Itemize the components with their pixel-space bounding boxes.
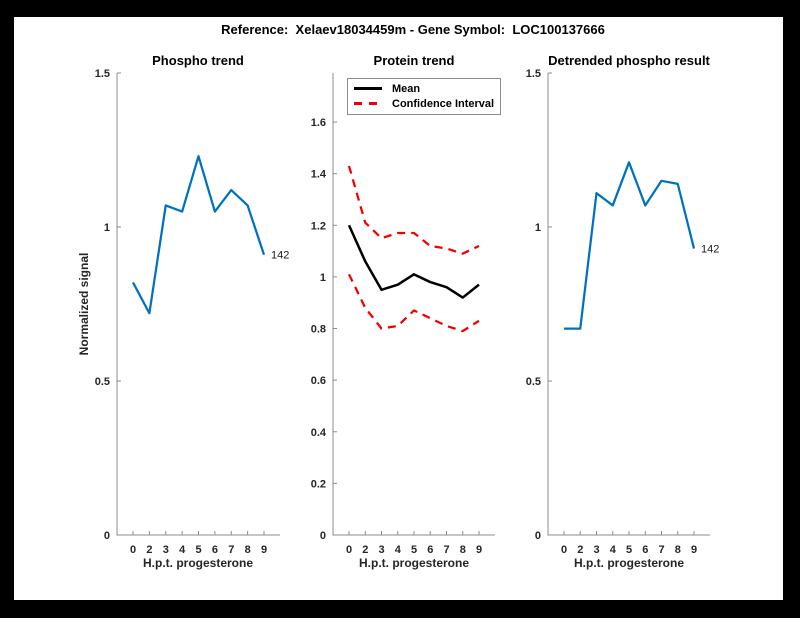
svg-text:1: 1 — [535, 222, 541, 234]
legend-label-confidence-interval: Confidence Interval — [392, 97, 495, 110]
svg-text:1.2: 1.2 — [311, 220, 326, 232]
subplot-title-detrended: Detrended phospho result — [548, 53, 710, 68]
subplot-title-phospho-trend: Phospho trend — [152, 53, 244, 68]
legend-box: Mean Confidence Interval — [347, 78, 502, 115]
svg-text:0: 0 — [561, 544, 567, 556]
svg-text:7: 7 — [228, 544, 234, 556]
svg-text:6: 6 — [212, 544, 218, 556]
svg-text:9: 9 — [476, 544, 482, 556]
svg-text:142: 142 — [271, 250, 289, 262]
svg-text:2: 2 — [146, 544, 152, 556]
svg-text:0: 0 — [104, 530, 110, 542]
svg-text:7: 7 — [658, 544, 664, 556]
svg-text:7: 7 — [443, 544, 449, 556]
svg-text:0: 0 — [130, 544, 136, 556]
svg-text:6: 6 — [642, 544, 648, 556]
svg-text:0.8: 0.8 — [311, 324, 326, 336]
legend-item-mean: Mean — [354, 81, 494, 96]
svg-text:0: 0 — [346, 544, 352, 556]
svg-text:0.5: 0.5 — [95, 376, 110, 388]
svg-text:1: 1 — [320, 272, 326, 284]
svg-text:8: 8 — [675, 544, 681, 556]
svg-text:0.2: 0.2 — [311, 478, 326, 490]
svg-text:1.5: 1.5 — [95, 68, 110, 80]
svg-text:0.4: 0.4 — [311, 427, 327, 439]
legend-item-confidence-interval: Confidence Interval — [354, 96, 494, 111]
confidence-interval-line-sample-icon — [354, 102, 382, 105]
svg-text:9: 9 — [691, 544, 697, 556]
svg-text:0.5: 0.5 — [526, 376, 541, 388]
svg-text:2: 2 — [362, 544, 368, 556]
legend-label-mean: Mean — [392, 82, 421, 95]
x-axis-label-phospho: H.p.t. progesterone — [142, 556, 253, 570]
svg-text:8: 8 — [460, 544, 466, 556]
svg-text:4: 4 — [610, 544, 617, 556]
svg-text:1.4: 1.4 — [311, 169, 327, 181]
figure-area: Reference: Xelaev18034459m - Gene Symbol… — [14, 17, 783, 600]
svg-text:0.6: 0.6 — [311, 375, 326, 387]
svg-text:1.6: 1.6 — [311, 117, 326, 129]
mean-line-sample-icon — [354, 87, 382, 90]
subplot-title-protein-trend: Protein trend — [373, 53, 455, 68]
svg-text:0: 0 — [535, 530, 541, 542]
protein-trend-plot: 0 2 3 4 5 6 7 8 900.20.40.60.811.21.41.6 — [311, 73, 495, 556]
svg-text:3: 3 — [593, 544, 599, 556]
svg-text:6: 6 — [427, 544, 433, 556]
svg-text:3: 3 — [163, 544, 169, 556]
svg-text:4: 4 — [395, 544, 402, 556]
svg-text:2: 2 — [577, 544, 583, 556]
svg-text:5: 5 — [195, 544, 201, 556]
svg-text:5: 5 — [626, 544, 632, 556]
svg-text:9: 9 — [261, 544, 267, 556]
svg-text:0: 0 — [320, 530, 326, 542]
svg-text:8: 8 — [245, 544, 251, 556]
x-axis-label-protein: H.p.t. progesterone — [358, 556, 469, 570]
svg-text:1: 1 — [104, 222, 110, 234]
svg-text:4: 4 — [179, 544, 186, 556]
svg-text:142: 142 — [701, 244, 719, 256]
svg-text:1.5: 1.5 — [526, 68, 541, 80]
svg-text:3: 3 — [378, 544, 384, 556]
x-axis-label-detrended: H.p.t. progesterone — [573, 556, 684, 570]
svg-text:5: 5 — [411, 544, 417, 556]
figure-title: Reference: Xelaev18034459m - Gene Symbol… — [221, 22, 605, 37]
